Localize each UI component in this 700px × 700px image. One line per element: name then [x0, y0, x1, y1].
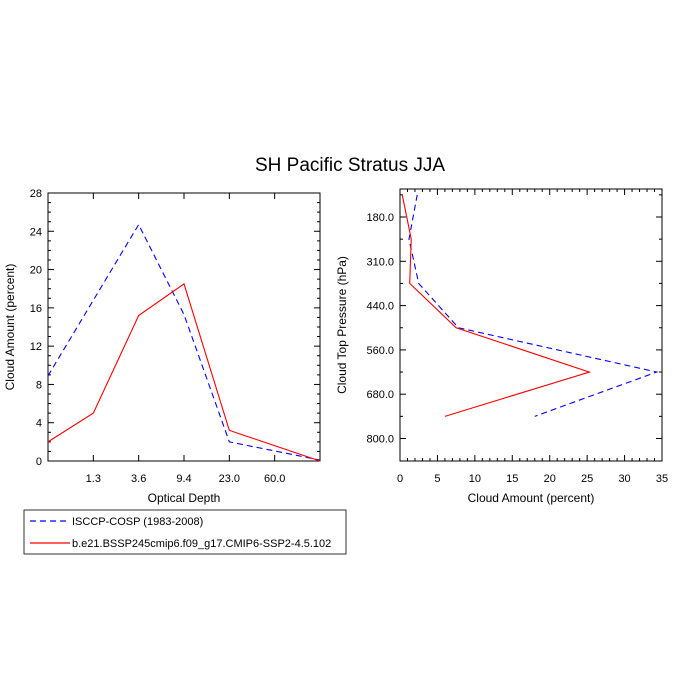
right-x-tick-label: 25: [581, 473, 593, 485]
left-x-tick-label: 3.6: [131, 473, 146, 485]
left-y-axis-label: Cloud Amount (percent): [3, 264, 17, 391]
right-series-isccp: [408, 194, 659, 417]
right-x-tick-label: 5: [434, 473, 440, 485]
right-x-tick-label: 30: [618, 473, 630, 485]
right-x-tick-label: 35: [656, 473, 668, 485]
left-y-tick-label: 16: [30, 303, 42, 315]
right-chart: 0 5 10 15 20 25 30 35 180.0 310.0 440.0 560.0 680.0 8…: [335, 188, 668, 505]
left-y-tick-label: 4: [36, 418, 42, 430]
left-x-tick-label: 60.0: [264, 473, 285, 485]
left-y-tick-label: 8: [36, 379, 42, 391]
left-y-tick-label: 20: [30, 265, 42, 277]
left-x-tick-label: 9.4: [176, 473, 191, 485]
left-x-tick-label: 1.3: [86, 473, 101, 485]
legend: ISCCP-COSP (1983-2008) b.e21.BSSP245cmip…: [23, 509, 347, 555]
left-y-tick-label: 24: [30, 226, 42, 238]
right-y-axis-label: Cloud Top Pressure (hPa): [335, 256, 349, 394]
legend-label-isccp: ISCCP-COSP (1983-2008): [72, 516, 203, 528]
left-y-tick-label: 28: [30, 188, 42, 200]
right-x-axis-label: Cloud Amount (percent): [468, 491, 595, 505]
left-x-tick-label: 23.0: [219, 473, 240, 485]
left-plot-frame: [47, 192, 321, 462]
right-y-tick-label: 680.0: [366, 389, 394, 401]
left-x-axis-label: Optical Depth: [148, 491, 221, 505]
right-y-tick-label: 560.0: [366, 345, 394, 357]
left-y-tick-label: 0: [36, 456, 42, 468]
figure-title: SH Pacific Stratus JJA: [255, 155, 445, 176]
right-x-tick-label: 10: [469, 473, 481, 485]
right-x-tick-label: 15: [506, 473, 518, 485]
right-y-tick-label: 310.0: [366, 256, 394, 268]
right-y-tick-label: 180.0: [366, 212, 394, 224]
legend-frame: [23, 509, 347, 555]
legend-label-model: b.e21.BSSP245cmip6.f09_g17.CMIP6-SSP2-4.…: [72, 538, 331, 550]
right-x-tick-label: 20: [544, 473, 556, 485]
right-series-model: [401, 194, 592, 417]
right-x-tick-label: 0: [397, 473, 403, 485]
left-series-model: [47, 283, 321, 462]
left-y-tick-label: 12: [30, 341, 42, 353]
right-plot-frame: [399, 188, 663, 462]
left-chart: 0 4 8 12 16 20 24 28 1.3 3.6 9.4 23.0 60.0 Optical De…: [3, 188, 321, 505]
right-y-tick-label: 440.0: [366, 301, 394, 313]
right-y-tick-label: 800.0: [366, 434, 394, 446]
left-series-isccp: [47, 223, 321, 461]
